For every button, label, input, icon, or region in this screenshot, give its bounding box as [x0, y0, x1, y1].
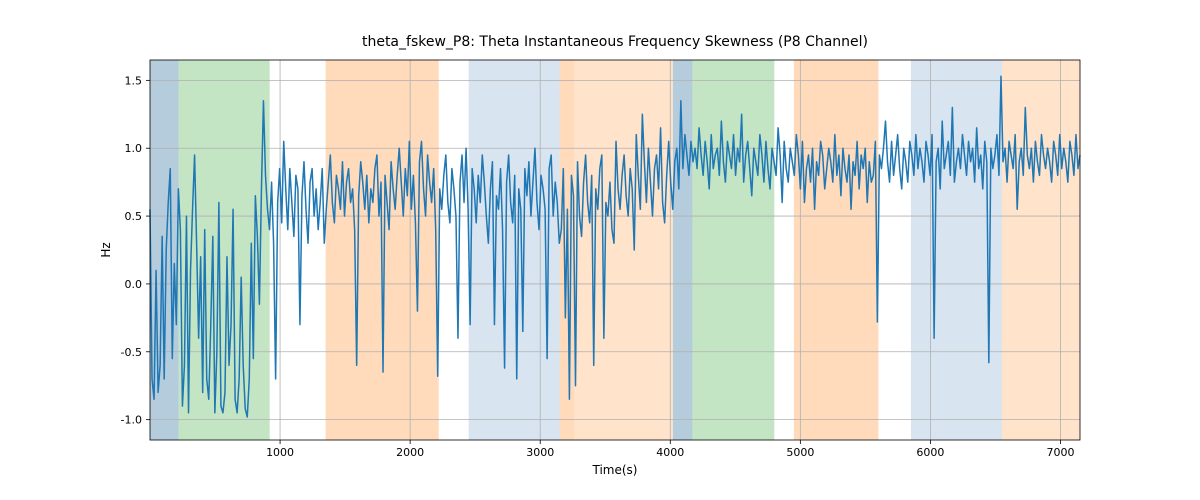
band	[692, 60, 774, 440]
band	[574, 60, 673, 440]
ytick-label: 1.5	[125, 74, 143, 87]
band	[673, 60, 693, 440]
xtick-label: 1000	[266, 446, 294, 459]
xtick-label: 7000	[1046, 446, 1074, 459]
xtick-label: 3000	[526, 446, 554, 459]
xtick-label: 5000	[786, 446, 814, 459]
chart-title: theta_fskew_P8: Theta Instantaneous Freq…	[362, 34, 868, 50]
xtick-label: 6000	[916, 446, 944, 459]
band	[1002, 60, 1080, 440]
ytick-label: -1.0	[121, 414, 142, 427]
ytick-label: -0.5	[121, 346, 142, 359]
band	[794, 60, 879, 440]
xtick-label: 2000	[396, 446, 424, 459]
ytick-label: 1.0	[125, 142, 143, 155]
xtick-label: 4000	[656, 446, 684, 459]
chart-container: 1000 2000 3000 4000 5000 6000 7000 -1.0 -0.5 0.0 0…	[0, 0, 1200, 500]
ytick-label: 0.5	[125, 210, 143, 223]
line-chart: 1000 2000 3000 4000 5000 6000 7000 -1.0 -0.5 0.0 0…	[0, 0, 1200, 500]
ytick-label: 0.0	[125, 278, 143, 291]
ylabel: Hz	[99, 242, 113, 257]
xlabel: Time(s)	[592, 463, 638, 477]
band	[179, 60, 270, 440]
